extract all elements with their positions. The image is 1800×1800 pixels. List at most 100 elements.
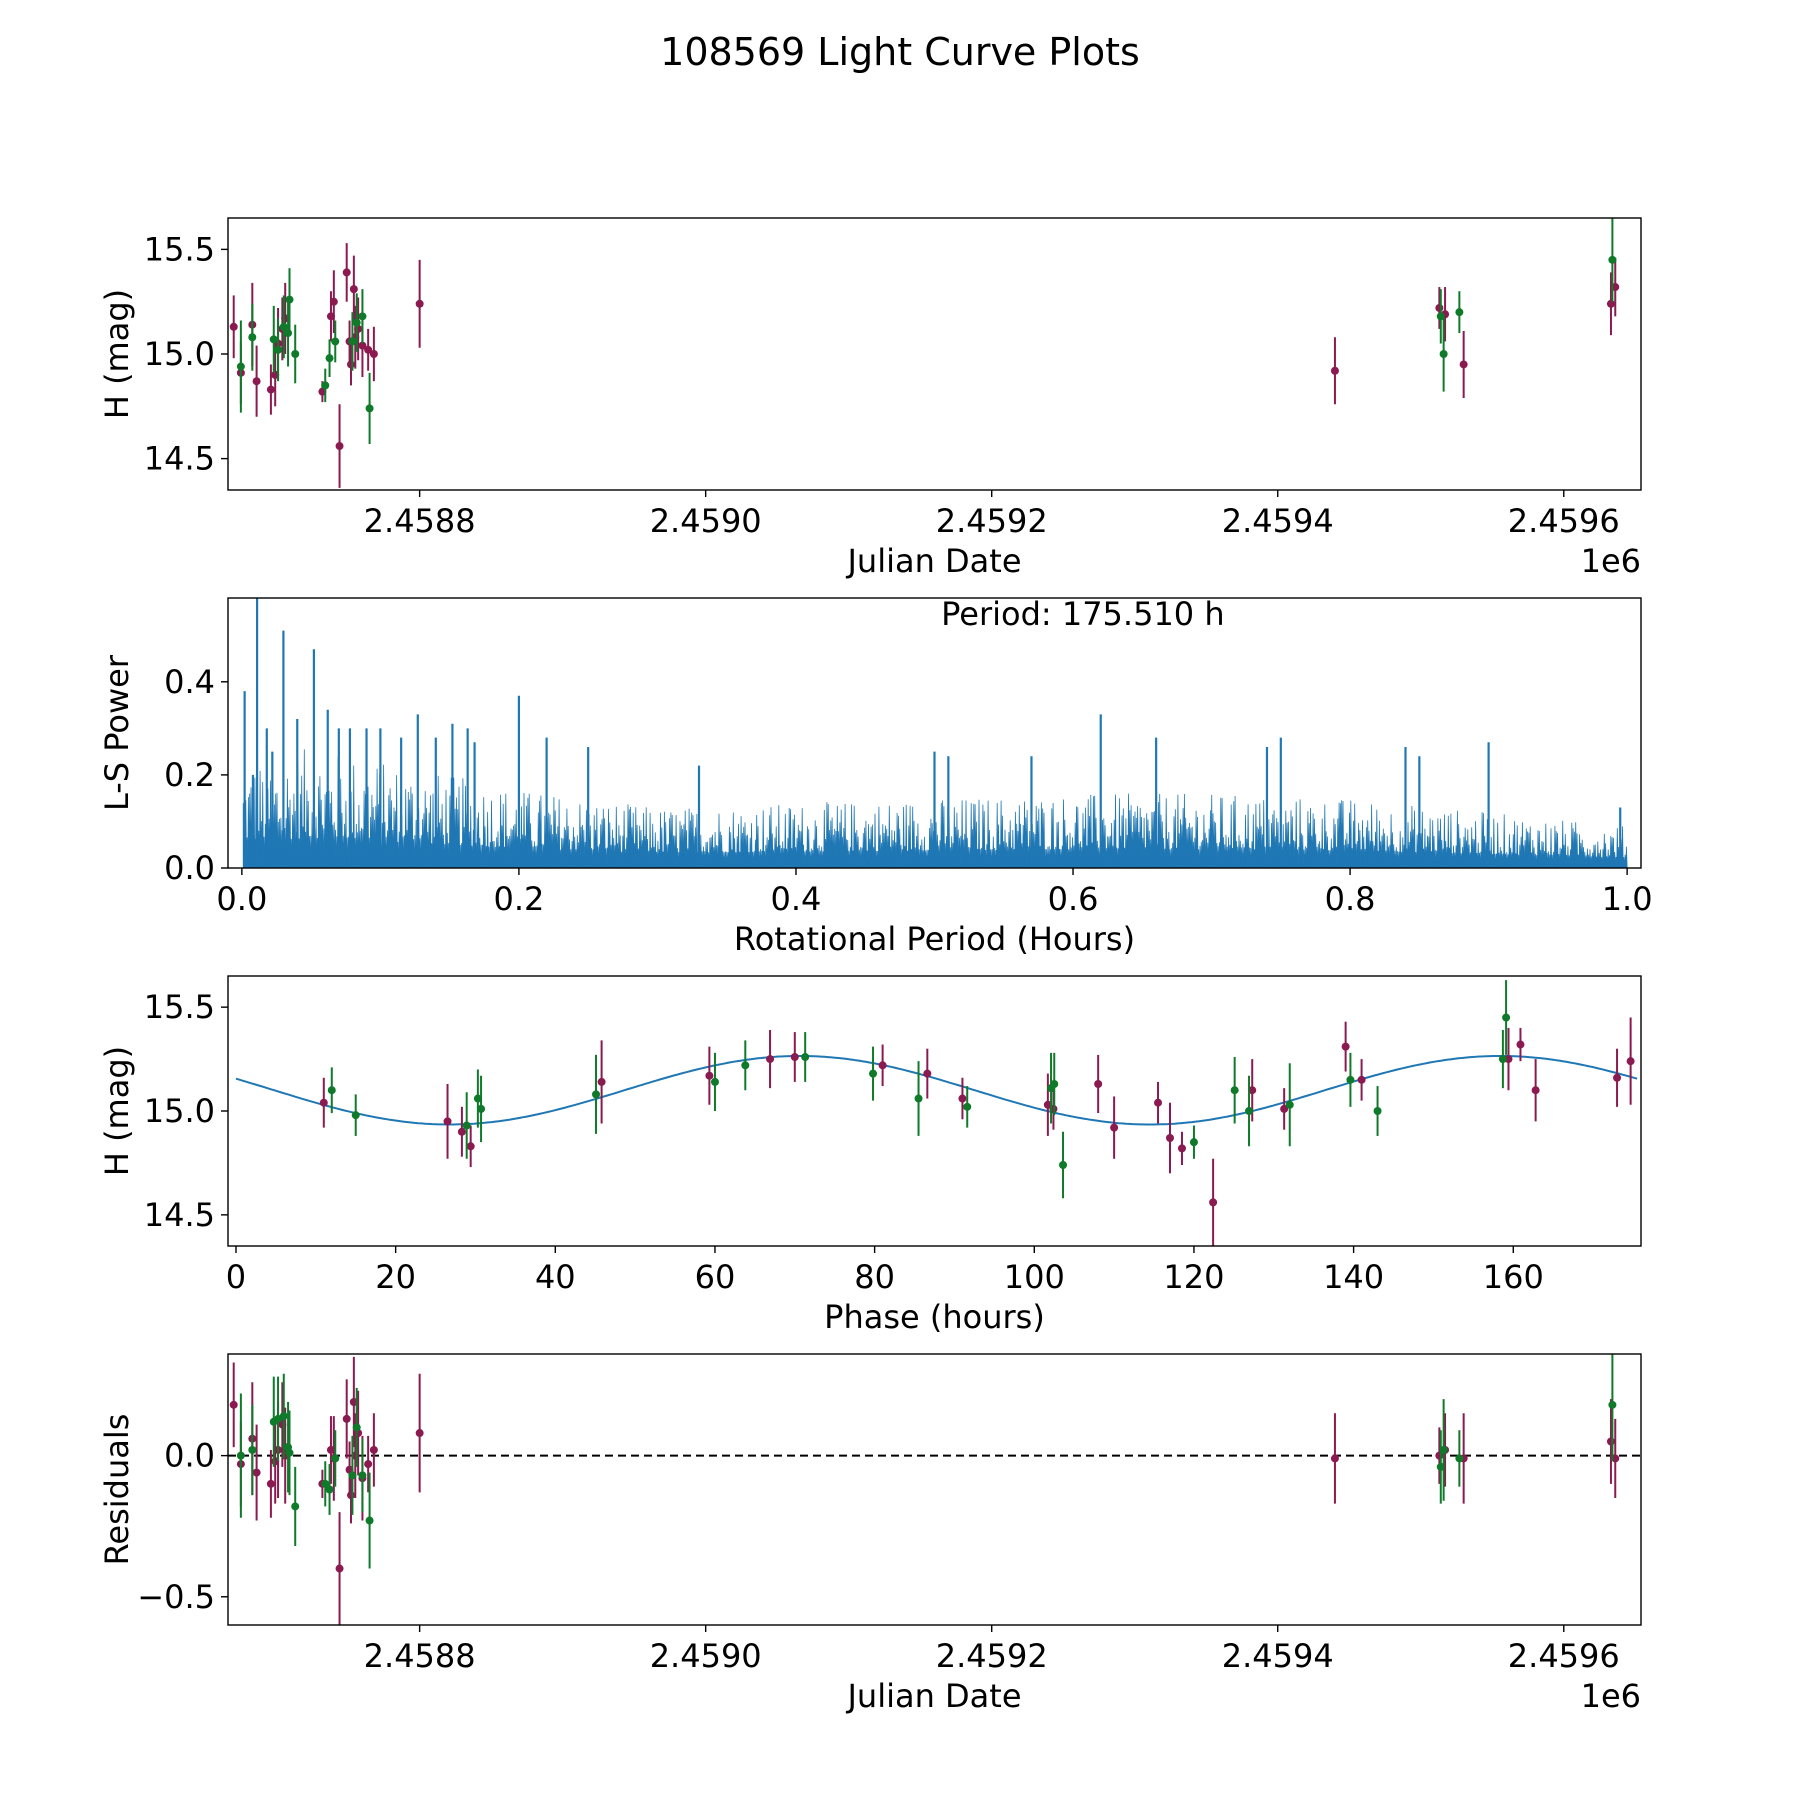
- axes-frame: [227, 217, 1642, 491]
- x-tick-label: 2.4594: [1222, 1637, 1334, 1675]
- y-axis-label: Residuals: [98, 1414, 136, 1566]
- y-tick-label: 15.5: [144, 988, 215, 1026]
- phased-panel: 0 20 40 60 80 100 120 140 160 14.5 15.0 15.5 Phase (…: [98, 975, 1642, 1336]
- data-point: [415, 1429, 424, 1438]
- plot-area: [235, 980, 1638, 1246]
- data-point: [369, 1445, 378, 1454]
- data-point: [325, 354, 334, 363]
- data-point: [1498, 1055, 1507, 1064]
- data-point: [1285, 1100, 1294, 1109]
- x-offset-label: 1e6: [1581, 542, 1641, 580]
- data-point: [705, 1071, 714, 1080]
- x-offset-label: 1e6: [1581, 1677, 1641, 1715]
- figure-title: 108569 Light Curve Plots: [660, 30, 1140, 74]
- x-tick-label: 2.4596: [1508, 1637, 1620, 1675]
- x-tick-label: 0: [226, 1258, 246, 1296]
- data-point: [252, 1468, 261, 1477]
- data-point: [1330, 1454, 1339, 1463]
- data-point: [1189, 1138, 1198, 1147]
- data-point: [1280, 1104, 1289, 1113]
- data-point: [1504, 1055, 1513, 1064]
- lightcurve-panel: 2.4588 2.4590 2.4592 2.4594 2.4596 14.5 15.0 15…: [98, 217, 1642, 580]
- data-point: [415, 299, 424, 308]
- data-point: [1606, 299, 1615, 308]
- x-tick-label: 2.4594: [1222, 502, 1334, 540]
- data-point: [236, 1451, 245, 1460]
- x-tick-label: 0.6: [1048, 880, 1099, 918]
- data-point: [710, 1077, 719, 1086]
- x-tick-label: 2.4592: [936, 502, 1048, 540]
- data-point: [741, 1061, 750, 1070]
- data-point: [248, 1445, 257, 1454]
- period-annotation: Period: 175.510 h: [941, 595, 1225, 633]
- data-point: [348, 337, 357, 346]
- data-point: [914, 1094, 923, 1103]
- data-point: [1166, 1134, 1174, 1142]
- data-point: [348, 1471, 357, 1480]
- data-point: [958, 1094, 967, 1103]
- x-tick-label: 160: [1483, 1258, 1544, 1296]
- data-point: [358, 1471, 367, 1480]
- x-tick-label: 120: [1163, 1258, 1224, 1296]
- x-axis-label: Julian Date: [845, 1677, 1021, 1715]
- data-point: [269, 335, 278, 344]
- data-point: [346, 1491, 355, 1500]
- x-tick-label: 0.0: [216, 880, 267, 918]
- x-axis-label: Rotational Period (Hours): [734, 920, 1135, 958]
- x-tick-label: 2.4596: [1508, 502, 1620, 540]
- data-point: [1516, 1040, 1525, 1049]
- data-point: [1059, 1161, 1068, 1169]
- x-tick-label: 2.4588: [364, 1637, 476, 1675]
- data-point: [1626, 1057, 1635, 1066]
- x-tick-label: 0.2: [493, 880, 544, 918]
- data-point: [473, 1094, 482, 1103]
- data-point: [801, 1053, 810, 1061]
- data-point: [878, 1061, 887, 1070]
- y-tick-label: 0.0: [164, 1437, 215, 1475]
- y-axis-label: H (mag): [98, 1046, 136, 1176]
- y-tick-label: 0.4: [164, 663, 215, 701]
- data-point: [597, 1077, 606, 1086]
- data-point: [252, 377, 261, 386]
- data-point: [248, 333, 257, 342]
- data-point: [321, 1479, 330, 1488]
- data-point: [869, 1069, 878, 1078]
- data-point: [352, 318, 361, 327]
- y-tick-label: 15.0: [144, 335, 215, 373]
- x-tick-label: 2.4592: [936, 1637, 1048, 1675]
- data-point: [790, 1053, 799, 1061]
- y-tick-label: 0.0: [164, 849, 215, 887]
- data-point: [1608, 255, 1617, 264]
- data-point: [329, 297, 338, 306]
- axes-frame: [227, 975, 1642, 1247]
- data-point: [342, 268, 351, 277]
- data-point: [1245, 1107, 1254, 1115]
- data-point: [1330, 366, 1339, 375]
- data-point: [335, 442, 344, 451]
- plot-area: [228, 1354, 1641, 1625]
- data-point: [358, 312, 367, 321]
- data-point: [319, 1098, 328, 1107]
- data-point: [1346, 1075, 1355, 1084]
- x-axis-label: Julian Date: [845, 542, 1021, 580]
- data-point: [963, 1102, 972, 1111]
- y-tick-label: 14.5: [144, 1196, 215, 1234]
- data-point: [592, 1090, 601, 1099]
- data-point: [321, 381, 330, 390]
- data-point: [335, 1564, 344, 1573]
- data-point: [364, 1460, 373, 1469]
- data-point: [364, 345, 373, 354]
- data-point: [229, 1400, 238, 1409]
- x-tick-label: 80: [854, 1258, 895, 1296]
- y-tick-label: −0.5: [137, 1578, 215, 1616]
- data-point: [1606, 1437, 1615, 1446]
- data-point: [1459, 360, 1468, 369]
- data-point: [358, 341, 367, 350]
- data-point: [325, 1485, 334, 1494]
- data-point: [229, 322, 238, 331]
- x-tick-label: 2.4588: [364, 502, 476, 540]
- x-tick-label: 0.8: [1325, 880, 1376, 918]
- axes-frame: [227, 1353, 1642, 1626]
- data-point: [274, 345, 283, 354]
- data-point: [462, 1121, 471, 1130]
